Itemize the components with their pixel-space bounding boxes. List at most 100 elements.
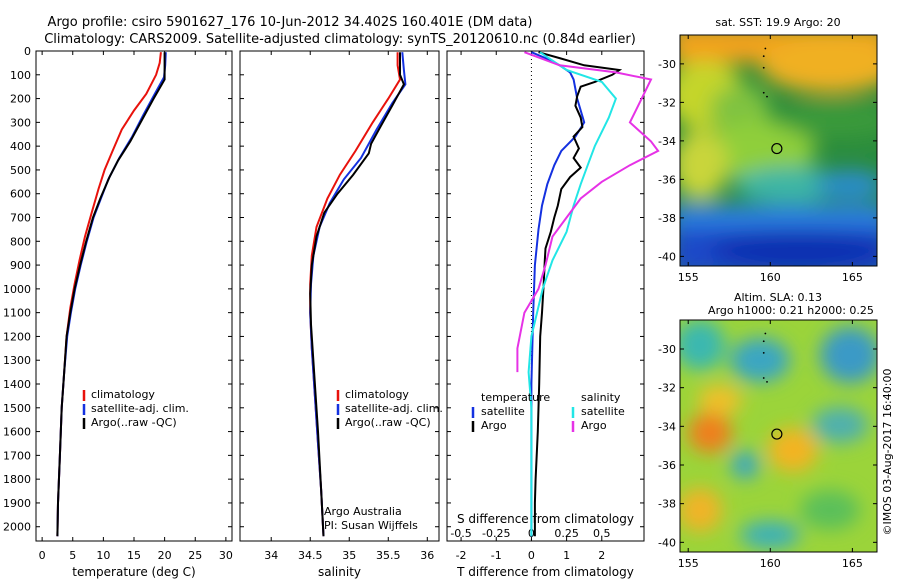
annotation: Argo Australia [324, 505, 402, 518]
y-tick-label: 400 [10, 140, 31, 153]
legend-label: satellite [581, 405, 625, 418]
y-tick-label: 0 [24, 45, 31, 58]
series-line [309, 52, 406, 537]
figure-title-line1: Argo profile: csiro 5901627_176 10-Jun-2… [48, 15, 533, 30]
x-tick-label: 25 [188, 549, 202, 562]
map-y-tick-label: -36 [658, 173, 676, 186]
x2-tick-label: -0.5 [450, 527, 471, 540]
legend-heading: temperature [481, 391, 550, 404]
legend-heading: salinity [581, 391, 621, 404]
x-tick-label: 30 [219, 549, 233, 562]
series-line [530, 51, 586, 537]
y-tick-label: 600 [10, 188, 31, 201]
panel-1-frame [35, 50, 233, 542]
series-line [516, 51, 660, 373]
map-x-tick-label: 155 [678, 271, 699, 284]
y-tick-label: 200 [10, 93, 31, 106]
sla-map-subtitle: Argo h1000: 0.21 h2000: 0.25 [708, 304, 874, 317]
argo-position-marker [771, 428, 783, 440]
map-y-tick-label: -40 [658, 250, 676, 263]
y-tick-label: 1600 [3, 426, 31, 439]
legend-label: climatology [91, 388, 155, 401]
map-1-frame [679, 34, 878, 267]
x-tick-label: 35 [342, 549, 356, 562]
series-line [309, 52, 407, 537]
x-axis-label: salinity [318, 565, 361, 579]
map-y-tick-label: -40 [658, 536, 676, 549]
coast-dot [762, 55, 765, 58]
legend-label: Argo [481, 419, 507, 432]
legend-label: satellite-adj. clim. [345, 402, 443, 415]
y-tick-label: 100 [10, 69, 31, 82]
panel-3-frame [446, 50, 645, 542]
x2-tick-label: -0.25 [482, 527, 510, 540]
legend-label: climatology [345, 388, 409, 401]
map-y-tick-label: -34 [658, 420, 676, 433]
y-tick-label: 1200 [3, 330, 31, 343]
map-y-tick-label: -32 [658, 382, 676, 395]
y-tick-label: 1900 [3, 497, 31, 510]
sla-heatmap [680, 320, 877, 552]
x-tick-label: 2 [598, 549, 605, 562]
y-tick-label: 900 [10, 259, 31, 272]
x2-axis-label: S difference from climatology [457, 512, 634, 526]
y-tick-label: 1000 [3, 283, 31, 296]
series-line [527, 51, 618, 537]
y-tick-label: 1400 [3, 378, 31, 391]
sst-heatmap [680, 35, 877, 266]
series-line [533, 51, 623, 537]
y-tick-label: 1300 [3, 354, 31, 367]
legend-label: Argo(..raw -QC) [91, 416, 177, 429]
coast-dot [762, 91, 765, 94]
map-y-tick-label: -30 [658, 343, 676, 356]
series-line [309, 52, 402, 537]
map-x-tick-label: 165 [842, 271, 863, 284]
map-y-tick-label: -38 [658, 498, 676, 511]
coast-dot [762, 377, 765, 379]
x-tick-label: 36 [420, 549, 434, 562]
x-tick-label: 5 [69, 549, 76, 562]
x-tick-label: 0 [39, 549, 46, 562]
x-tick-label: 15 [127, 549, 141, 562]
y-tick-label: 700 [10, 212, 31, 225]
map-y-tick-label: -34 [658, 135, 676, 148]
map-x-tick-label: 155 [678, 557, 699, 570]
coast-dot [764, 332, 767, 335]
sst-map-title: sat. SST: 19.9 Argo: 20 [715, 16, 840, 29]
coast-dot [762, 340, 765, 343]
y-tick-label: 1100 [3, 307, 31, 320]
x2-tick-label: 0.25 [554, 527, 579, 540]
legend-label: Argo [581, 419, 607, 432]
y-tick-label: 1700 [3, 449, 31, 462]
x-tick-label: 1 [563, 549, 570, 562]
x-tick-label: 0 [528, 549, 535, 562]
y-tick-label: 1500 [3, 402, 31, 415]
x2-tick-label: 0.5 [593, 527, 611, 540]
map-2-frame [679, 319, 878, 553]
x-axis-label: T difference from climatology [456, 565, 634, 579]
x-tick-label: 35.5 [376, 549, 401, 562]
annotation: PI: Susan Wijffels [324, 519, 418, 532]
x-tick-label: 34.5 [298, 549, 323, 562]
x-tick-label: -2 [456, 549, 467, 562]
figure-title-line2: Climatology: CARS2009. Satellite-adjuste… [44, 32, 636, 47]
legend-label: Argo(..raw -QC) [345, 416, 431, 429]
legend-label: satellite [481, 405, 525, 418]
map-y-tick-label: -32 [658, 96, 676, 109]
coast-dot [766, 380, 768, 383]
x-tick-label: -1 [491, 549, 502, 562]
coast-dot [762, 351, 765, 354]
x-tick-label: 34 [264, 549, 278, 562]
coast-dot [766, 95, 768, 98]
map-x-tick-label: 160 [760, 271, 781, 284]
credit-label: ©IMOS 03-Aug-2017 16:40:00 [881, 369, 894, 536]
legend-label: satellite-adj. clim. [91, 402, 189, 415]
coast-dot [764, 47, 767, 50]
argo-position-marker [771, 142, 783, 155]
y-tick-label: 500 [10, 164, 31, 177]
map-x-tick-label: 165 [842, 557, 863, 570]
map-y-tick-label: -38 [658, 212, 676, 225]
y-tick-label: 1800 [3, 473, 31, 486]
y-tick-label: 2000 [3, 521, 31, 534]
